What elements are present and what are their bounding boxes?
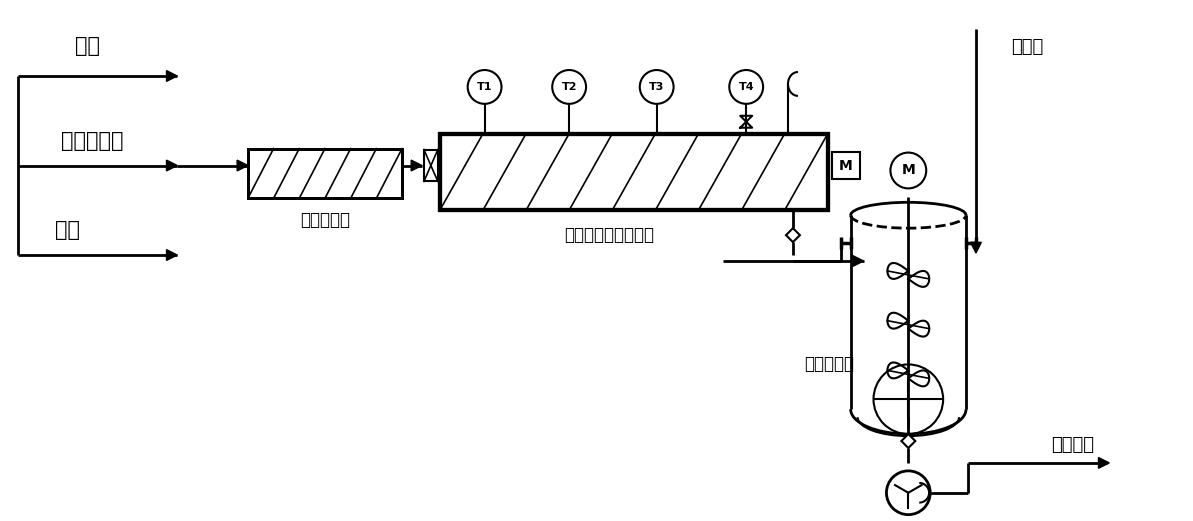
Circle shape xyxy=(468,70,501,104)
Text: 去后处理: 去后处理 xyxy=(1051,436,1094,454)
Polygon shape xyxy=(237,160,248,171)
Polygon shape xyxy=(786,228,801,242)
Text: 猝灭搅拌釜: 猝灭搅拌釜 xyxy=(804,355,854,374)
Polygon shape xyxy=(167,71,178,81)
Bar xyxy=(424,150,438,181)
Text: T1: T1 xyxy=(477,82,493,92)
Bar xyxy=(440,134,828,210)
Polygon shape xyxy=(853,256,864,266)
Text: M: M xyxy=(839,158,853,172)
Text: T2: T2 xyxy=(562,82,577,92)
Circle shape xyxy=(890,153,926,189)
Text: 假紫: 假紫 xyxy=(75,36,100,56)
Polygon shape xyxy=(167,250,178,260)
Text: 带搅拌的管道反应器: 带搅拌的管道反应器 xyxy=(564,226,654,244)
Bar xyxy=(832,152,860,179)
Polygon shape xyxy=(412,160,422,171)
Polygon shape xyxy=(1099,457,1109,468)
Circle shape xyxy=(639,70,674,104)
Text: 复合催化剂: 复合催化剂 xyxy=(62,131,124,151)
Polygon shape xyxy=(902,434,915,448)
Text: M: M xyxy=(902,164,915,178)
Circle shape xyxy=(886,471,931,515)
Circle shape xyxy=(729,70,764,104)
Circle shape xyxy=(552,70,586,104)
Polygon shape xyxy=(167,160,178,171)
Bar xyxy=(440,134,828,210)
Bar xyxy=(248,148,402,199)
Bar xyxy=(248,148,402,199)
Text: T3: T3 xyxy=(649,82,665,92)
Text: 纯化水: 纯化水 xyxy=(1010,38,1043,56)
Text: 溶剂: 溶剂 xyxy=(55,220,80,240)
Text: T4: T4 xyxy=(738,82,754,92)
Polygon shape xyxy=(971,242,982,253)
Text: 静态混合器: 静态混合器 xyxy=(299,211,350,229)
